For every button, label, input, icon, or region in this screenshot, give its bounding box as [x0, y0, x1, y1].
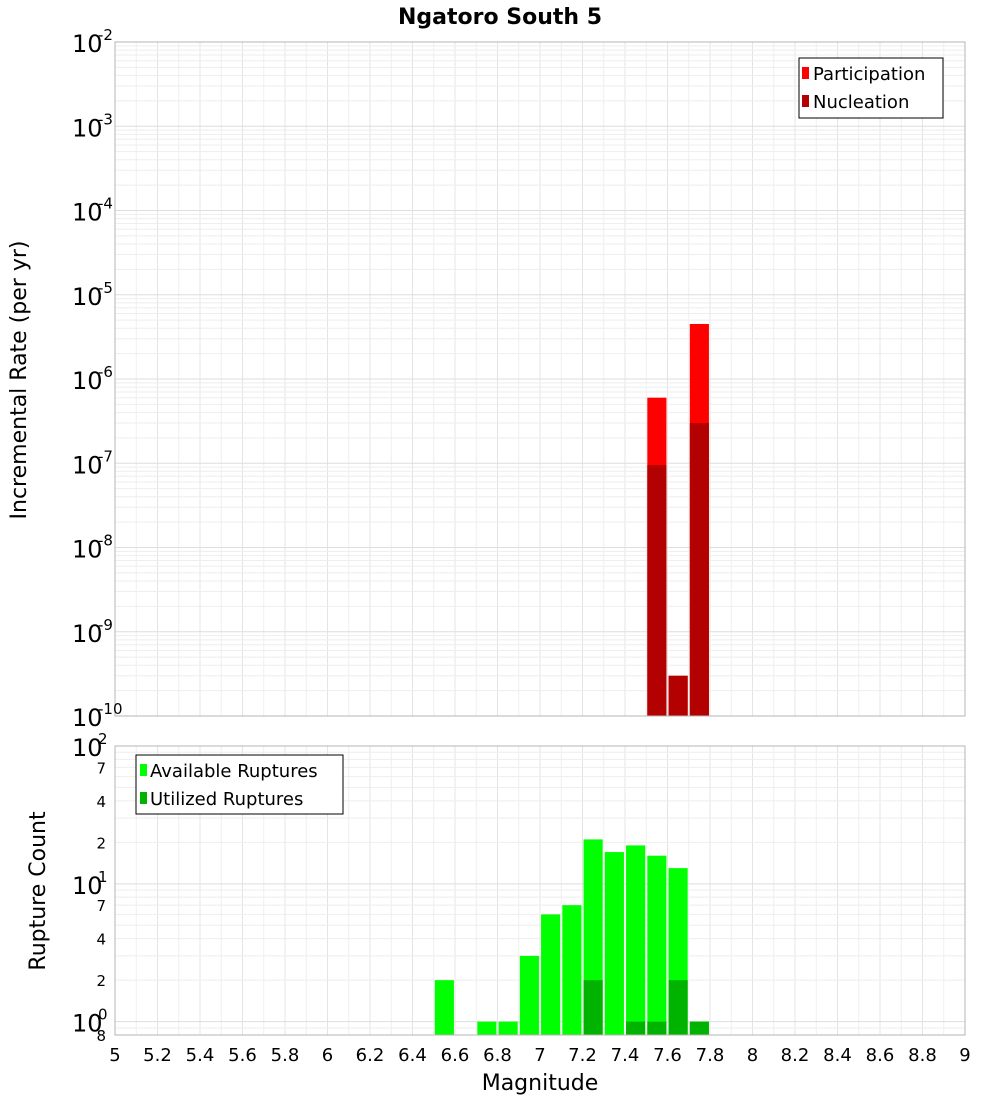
top-y-tick-base: 10	[72, 704, 103, 732]
bar-nucleation-7-75	[689, 423, 709, 716]
chart-title: Ngatoro South 5	[398, 5, 602, 30]
bar-available-ruptures-7-15	[562, 905, 582, 1035]
top-y-tick-base: 10	[72, 283, 103, 311]
x-tick-label: 8.4	[823, 1045, 852, 1066]
top-y-tick-base: 10	[72, 114, 103, 142]
legend-label-utilized-ruptures: Utilized Ruptures	[150, 789, 303, 810]
top-y-tick-base: 10	[72, 367, 103, 395]
top-y-tick-exponent: -8	[98, 532, 113, 550]
bottom-plot-bars	[434, 839, 709, 1035]
x-tick-label: 7	[534, 1045, 545, 1066]
top-plot-bars	[647, 323, 709, 716]
bottom-y-tick-exponent: 0	[98, 1006, 108, 1024]
x-tick-label: 7.8	[696, 1045, 725, 1066]
top-y-tick-base: 10	[72, 30, 103, 58]
top-plot-gridlines	[114, 42, 966, 717]
x-tick-label: 5.2	[143, 1045, 172, 1066]
bar-available-ruptures-6-85	[498, 1021, 518, 1035]
x-tick-label: 5.4	[186, 1045, 215, 1066]
top-y-tick-exponent: -4	[98, 195, 113, 213]
legend-swatch-available-ruptures	[140, 764, 147, 776]
legend-swatch-utilized-ruptures	[140, 792, 147, 804]
bottom-y-minor-tick-label: 2	[96, 834, 106, 852]
bottom-y-minor-tick-label: 4	[96, 931, 106, 949]
legend-swatch-participation	[802, 67, 809, 79]
bottom-legend-box	[135, 754, 344, 815]
bar-utilized-ruptures-7-45	[626, 1021, 646, 1035]
bottom-y-tick-base: 10	[72, 1010, 103, 1038]
x-tick-label: 6.6	[441, 1045, 470, 1066]
bottom-y-minor-tick-label: 4	[96, 793, 106, 811]
x-tick-label: 8.2	[781, 1045, 810, 1066]
top-y-tick-exponent: -10	[98, 700, 123, 718]
x-tick-label: 8	[747, 1045, 758, 1066]
x-tick-label: 5.8	[271, 1045, 300, 1066]
x-tick-label: 7.6	[653, 1045, 682, 1066]
top-plot-frame	[114, 41, 966, 717]
x-tick-label: 6.2	[356, 1045, 385, 1066]
bar-available-ruptures-6-95	[519, 955, 539, 1035]
bottom-y-tick-exponent: 2	[98, 730, 108, 748]
top-y-tick-base: 10	[72, 620, 103, 648]
top-y-tick-exponent: -6	[98, 363, 113, 381]
top-y-tick-exponent: -7	[98, 447, 113, 465]
bar-available-ruptures-7-05	[541, 914, 561, 1035]
top-y-tick-base: 10	[72, 199, 103, 227]
bottom-y-tick-base: 10	[72, 872, 103, 900]
bottom-y-tick-base: 10	[72, 734, 103, 762]
x-tick-label: 9	[959, 1045, 970, 1066]
top-y-tick-exponent: -3	[98, 110, 113, 128]
x-tick-label: 5	[109, 1045, 120, 1066]
top-y-tick-base: 10	[72, 451, 103, 479]
top-y-tick-base: 10	[72, 536, 103, 564]
bottom-y-minor-tick-label: 7	[96, 897, 106, 915]
x-tick-label: 6.8	[483, 1045, 512, 1066]
top-y-tick-exponent: -2	[98, 26, 113, 44]
bar-available-ruptures-6-75	[477, 1021, 497, 1035]
bar-available-ruptures-6-55	[434, 980, 454, 1035]
bottom-y-minor-tick-label: 7	[96, 759, 106, 777]
bottom-y-minor-tick-label: 2	[96, 972, 106, 990]
bottom-legend: Available Ruptures Utilized Ruptures	[135, 754, 344, 815]
legend-swatch-nucleation	[802, 95, 809, 107]
x-axis-ticks: 5 5.2 5.4 5.6 5.8 6 6.2 6.4 6.6 6.8 7 7.2 7.4 7.6 7.8 8…	[109, 1045, 970, 1066]
legend-label-participation: Participation	[813, 64, 925, 85]
bottom-y-minor-tick-label: 8	[96, 1027, 106, 1045]
x-tick-label: 8.8	[908, 1045, 937, 1066]
bottom-y-axis-label: Rupture Count	[26, 811, 51, 971]
bar-utilized-ruptures-7-65	[668, 980, 688, 1035]
bar-available-ruptures-7-35	[604, 852, 624, 1035]
x-tick-label: 6.4	[398, 1045, 427, 1066]
bottom-plot-frame	[114, 745, 966, 1036]
bar-nucleation-7-65	[668, 675, 688, 716]
legend-label-available-ruptures: Available Ruptures	[150, 761, 318, 782]
x-tick-label: 6	[322, 1045, 333, 1066]
bar-nucleation-7-55	[647, 465, 667, 716]
top-legend: Participation Nucleation	[798, 57, 944, 119]
top-y-tick-exponent: -9	[98, 616, 113, 634]
top-y-axis-label: Incremental Rate (per yr)	[7, 241, 32, 520]
bar-utilized-ruptures-7-25	[583, 980, 603, 1035]
legend-label-nucleation: Nucleation	[813, 92, 909, 113]
x-tick-label: 8.6	[866, 1045, 895, 1066]
x-axis-label: Magnitude	[482, 1071, 599, 1096]
bar-available-ruptures-7-55	[647, 855, 667, 1035]
bottom-y-tick-exponent: 1	[98, 868, 108, 886]
top-y-axis-ticks: 10-210-310-410-510-610-710-810-910-10	[72, 26, 123, 732]
top-y-tick-exponent: -5	[98, 279, 113, 297]
x-tick-label: 7.4	[611, 1045, 640, 1066]
bar-utilized-ruptures-7-75	[689, 1021, 709, 1035]
bar-available-ruptures-7-45	[626, 845, 646, 1035]
x-tick-label: 7.2	[568, 1045, 597, 1066]
top-legend-box	[798, 57, 944, 119]
x-tick-label: 5.6	[228, 1045, 257, 1066]
bar-utilized-ruptures-7-55	[647, 1021, 667, 1035]
